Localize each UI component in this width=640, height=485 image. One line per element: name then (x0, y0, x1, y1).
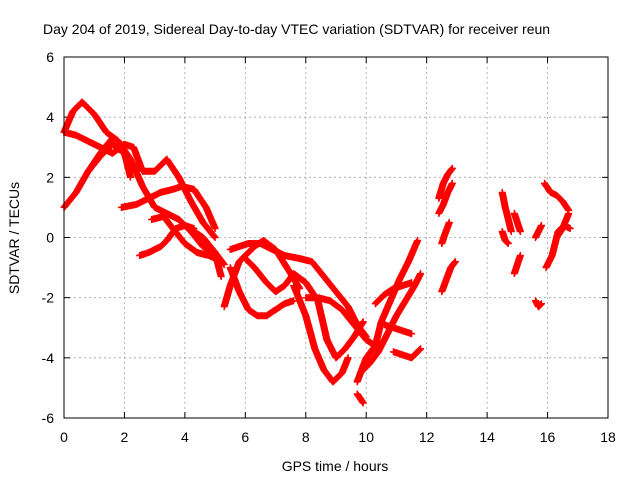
x-tick-label: 10 (358, 429, 374, 445)
data-point-arc-26 (504, 240, 512, 247)
data-point-arc-30 (538, 222, 545, 229)
x-tick-label: 16 (540, 429, 556, 445)
data-point-arc-19 (408, 330, 416, 338)
data-point-arc-4 (108, 134, 116, 142)
x-tick-label: 18 (600, 429, 616, 445)
data-point-arc-5 (211, 225, 219, 232)
chart-title: Day 204 of 2019, Sidereal Day-to-day VTE… (43, 21, 550, 37)
data-point-arc-13 (344, 354, 352, 362)
data-point-arc-27 (516, 228, 524, 235)
data-point-arc-29 (538, 300, 545, 308)
plot-frame (63, 56, 609, 419)
tick-layer: 0 2 4 6 8 10 12 14 16 18 -6 -4 -2 0 2 4 6 (42, 49, 616, 445)
x-axis-title: GPS time / hours (282, 458, 389, 474)
data-point-arc-3 (127, 173, 134, 181)
data-point-arc-23 (445, 219, 453, 226)
y-tick-label: 6 (46, 49, 54, 65)
data-point-arc-25 (507, 228, 515, 235)
data-point-arc-15 (359, 399, 367, 407)
x-tick-label: 12 (419, 429, 435, 445)
y-tick-label: -6 (42, 410, 55, 426)
x-tick-label: 0 (60, 429, 68, 445)
data-point-arc-16 (414, 237, 422, 244)
data-point-arc-28 (516, 252, 524, 259)
x-tick-label: 14 (479, 429, 495, 445)
x-tick-label: 6 (241, 429, 249, 445)
data-point-arc-33 (565, 209, 573, 217)
grid-layer (64, 57, 608, 418)
data-point-arc-22 (448, 179, 456, 187)
data-point-arc-24 (451, 258, 459, 266)
data-point-arc-32 (566, 225, 574, 232)
y-axis-title: SDTVAR / TECUs (6, 182, 22, 294)
y-tick-label: 2 (46, 169, 54, 185)
data-points-layer (60, 98, 574, 407)
data-point-arc-10 (290, 297, 298, 305)
data-point-arc-18 (408, 279, 416, 287)
x-tick-label: 2 (121, 429, 129, 445)
data-point-arc-12 (359, 318, 367, 326)
y-tick-label: 4 (46, 109, 54, 125)
y-tick-label: 0 (46, 230, 54, 246)
data-point-arc-8 (217, 273, 225, 281)
y-tick-label: -4 (42, 350, 55, 366)
y-tick-label: -2 (42, 290, 55, 306)
data-point-arc-17 (417, 270, 425, 278)
data-point-arc-2 (211, 234, 219, 241)
data-point-arc-20 (417, 345, 425, 353)
x-tick-label: 8 (302, 429, 310, 445)
x-tick-label: 4 (181, 429, 189, 445)
data-point-arc-21 (448, 164, 456, 172)
